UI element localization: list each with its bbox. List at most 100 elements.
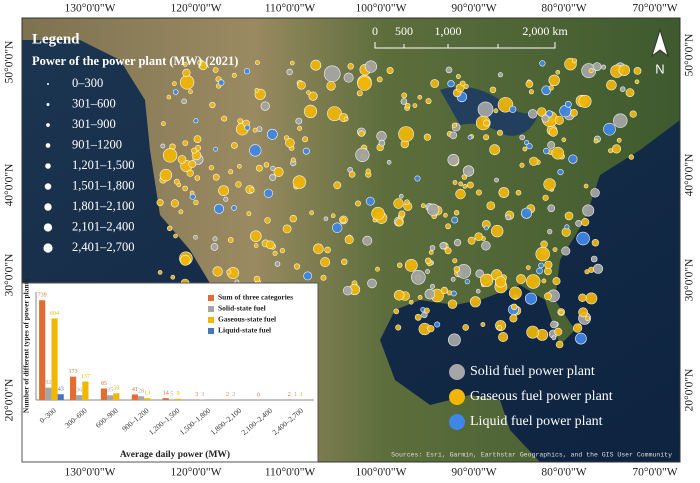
plant-dot — [235, 181, 242, 188]
plant-dot — [582, 204, 595, 217]
plant-dot — [157, 270, 163, 275]
plant-dot — [554, 327, 563, 336]
plant-dot — [333, 181, 342, 190]
plant-dot — [212, 173, 220, 181]
plant-dot — [581, 218, 590, 227]
plant-dot — [210, 243, 219, 251]
plant-dot — [176, 182, 182, 188]
plant-dot — [466, 181, 474, 189]
value-label: 36 — [76, 388, 82, 394]
scale-label: 0 — [372, 24, 378, 38]
plant-dot — [414, 175, 421, 182]
plant-dot — [618, 64, 630, 76]
plant-dot — [551, 335, 557, 341]
plant-dot — [558, 309, 564, 316]
plant-dot — [524, 292, 537, 305]
plant-dot — [177, 155, 187, 164]
plant-dot — [249, 187, 255, 193]
inset-chart: 0–3007399260443300–60017336137600–900853… — [21, 279, 319, 463]
plant-dot — [179, 75, 195, 90]
plant-dot — [386, 160, 392, 165]
plant-dot — [269, 173, 277, 181]
value-label: 50 — [113, 386, 119, 392]
value-label: 1 — [300, 392, 303, 398]
plant-dot — [302, 147, 310, 155]
plant-dot — [221, 115, 228, 122]
plant-dot — [347, 63, 354, 70]
plant-dot — [526, 325, 540, 339]
plant-dot — [188, 160, 197, 168]
plant-dot — [519, 134, 526, 141]
plant-dot — [260, 101, 270, 111]
bar — [57, 394, 64, 400]
plant-dot — [395, 218, 404, 227]
latitude-label: 20°0'0"N — [684, 368, 696, 411]
plant-dot — [489, 144, 501, 156]
longitude-label: 130°0'0"W — [65, 3, 116, 15]
plant-dot — [509, 314, 518, 323]
plant-dot — [263, 188, 274, 198]
plant-dot — [295, 117, 303, 125]
plant-dot — [509, 105, 517, 113]
plant-dot — [475, 189, 482, 196]
plant-dot — [289, 60, 295, 66]
plant-dot — [554, 115, 564, 125]
plant-dot — [249, 144, 262, 157]
plant-dot — [482, 119, 490, 127]
value-label: 137 — [81, 374, 90, 380]
plant-dot — [601, 64, 607, 70]
plant-dot — [592, 62, 602, 71]
plant-dot — [486, 201, 496, 210]
plant-dot — [273, 167, 284, 178]
plant-type-label: Gaseous fuel power plant — [470, 389, 613, 404]
plant-dot — [541, 278, 547, 284]
plant-dot — [496, 129, 503, 136]
plant-dot — [475, 269, 484, 278]
plant-dot — [520, 207, 532, 219]
plant-dot — [536, 107, 547, 117]
plant-dot — [313, 243, 324, 255]
bar — [137, 396, 145, 400]
longitude-label: 130°0'0"W — [65, 467, 116, 479]
plant-dot — [320, 257, 331, 268]
plant-dot — [543, 178, 556, 191]
plant-dot — [608, 148, 614, 154]
value-label: 173 — [69, 369, 78, 375]
plant-dot — [453, 266, 460, 273]
size-class-label: 2,401–2,700 — [72, 240, 135, 254]
plant-dot — [292, 175, 307, 189]
plant-dot — [182, 68, 191, 77]
plant-dot — [395, 324, 402, 331]
bar — [131, 394, 138, 400]
plant-dot — [427, 325, 435, 333]
plant-dot — [376, 76, 383, 83]
bar — [51, 318, 58, 400]
plant-dot — [227, 237, 234, 243]
plant-dot — [547, 229, 553, 235]
value-label: 5 — [170, 392, 173, 398]
plant-dot — [274, 261, 281, 267]
size-symbol — [46, 123, 50, 127]
plant-dot — [393, 198, 404, 209]
bar — [76, 395, 83, 400]
plant-dot — [324, 246, 331, 254]
plant-dot — [511, 303, 518, 310]
value-label: 2 — [288, 392, 291, 398]
bar — [39, 300, 46, 400]
plant-dot — [397, 262, 403, 268]
y-axis-label: Number of different types of power plant… — [22, 279, 31, 413]
plant-dot — [252, 127, 258, 133]
plant-dot — [467, 236, 476, 245]
plant-dot — [633, 67, 642, 75]
scale-label: 500 — [395, 24, 413, 38]
plant-dot — [555, 70, 561, 75]
plant-dot — [495, 276, 507, 288]
plant-dot — [256, 126, 263, 133]
size-symbol — [47, 83, 49, 85]
plant-dot — [467, 135, 473, 140]
plant-dot — [302, 136, 309, 143]
plant-dot — [450, 290, 457, 297]
plant-dot — [209, 101, 216, 109]
plant-dot — [619, 86, 626, 92]
size-class-label: 1,501–1,800 — [72, 178, 135, 192]
